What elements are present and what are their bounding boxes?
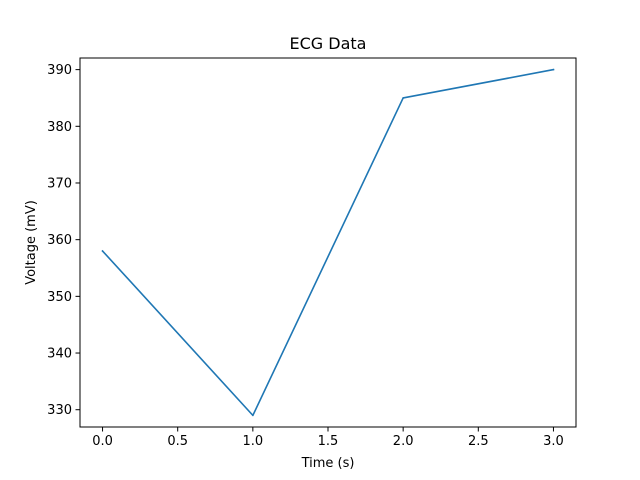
y-tick-label: 330 bbox=[47, 403, 72, 418]
y-axis-label: Voltage (mV) bbox=[24, 200, 39, 285]
chart-title: ECG Data bbox=[290, 34, 367, 53]
data-point bbox=[252, 414, 254, 417]
plot-area bbox=[79, 57, 577, 428]
y-tick-label: 360 bbox=[47, 233, 72, 248]
x-tick-label: 3.0 bbox=[543, 434, 564, 449]
y-tick-label: 350 bbox=[47, 290, 72, 305]
y-tick-label: 390 bbox=[47, 63, 72, 78]
ecg-series-line bbox=[101, 68, 555, 417]
series-layer bbox=[101, 68, 555, 417]
x-tick-label: 0.0 bbox=[92, 434, 113, 449]
x-tick-label: 2.5 bbox=[468, 434, 489, 449]
x-axis-label: Time (s) bbox=[301, 456, 355, 471]
data-point bbox=[552, 68, 555, 71]
y-tick-label: 370 bbox=[47, 176, 72, 191]
y-tick-label: 340 bbox=[47, 347, 72, 362]
x-tick-label: 0.5 bbox=[167, 434, 188, 449]
data-point bbox=[101, 250, 104, 252]
y-axis-ticks: 330 340 350 360 370 380 390 bbox=[47, 63, 80, 418]
plot-background bbox=[80, 58, 576, 427]
x-axis-ticks: 0.0 0.5 1.0 1.5 2.0 2.5 3.0 bbox=[92, 427, 564, 449]
data-point bbox=[402, 97, 404, 99]
y-tick-label: 380 bbox=[47, 120, 72, 135]
x-tick-label: 2.0 bbox=[393, 434, 414, 449]
x-tick-label: 1.0 bbox=[243, 434, 264, 449]
x-tick-label: 1.5 bbox=[318, 434, 339, 449]
